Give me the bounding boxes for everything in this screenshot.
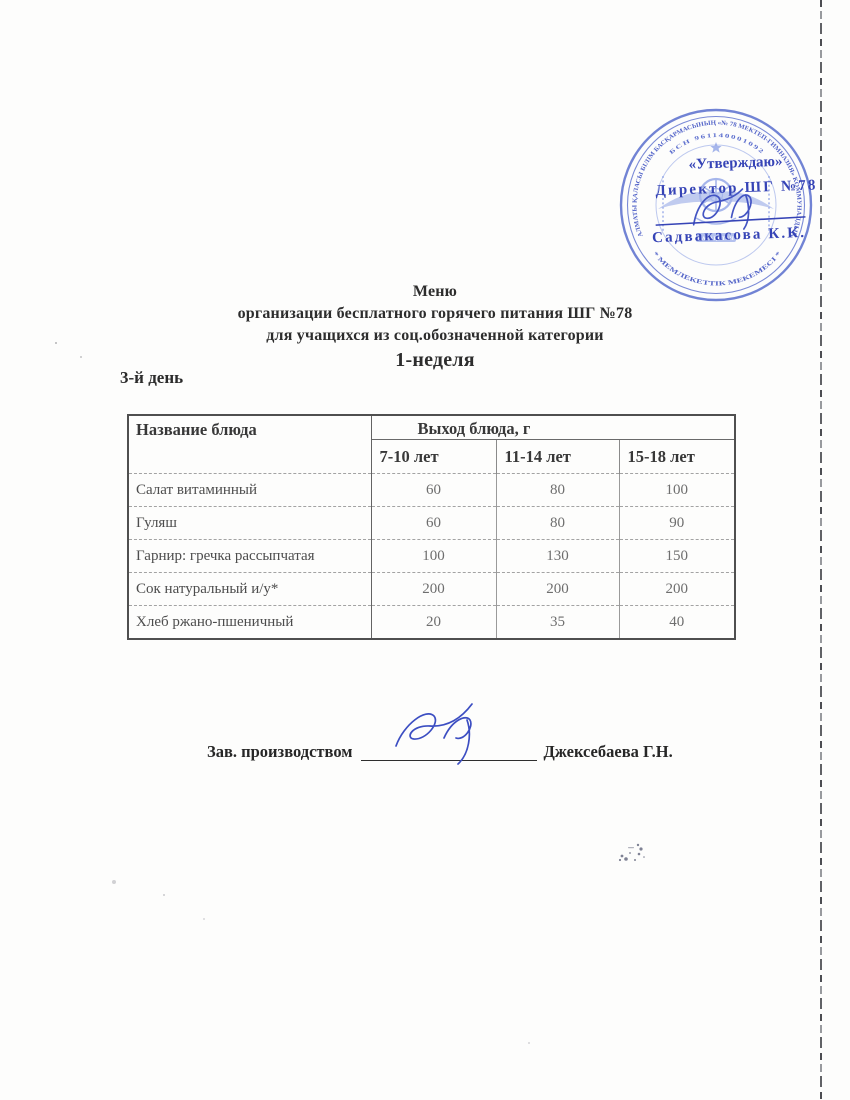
table-row: Салат витаминный 60 80 100 xyxy=(128,473,735,507)
stamp-inner-ring xyxy=(626,115,806,295)
title-line-category: для учащихся из соц.обозначенной категор… xyxy=(266,327,604,344)
portion-cell: 80 xyxy=(495,506,619,540)
ink-smudge-artifact xyxy=(618,843,645,862)
table-row: Гуляш 60 80 90 xyxy=(128,506,735,540)
stamp-signature-line xyxy=(655,216,806,226)
portion-cell: 200 xyxy=(370,572,496,606)
column-header-dish-name: Название блюда xyxy=(128,415,372,474)
scan-edge-artifact xyxy=(820,0,822,1100)
title-week: 1-неделя xyxy=(395,349,475,371)
portion-cell: 200 xyxy=(618,572,735,606)
stamp-approver-name: Садвакасова К.К. xyxy=(652,225,805,246)
column-header-portion-group: Выход блюда, г xyxy=(371,415,735,440)
director-signature-stroke xyxy=(692,188,752,230)
day-label: 3-й день xyxy=(120,368,184,387)
footer-signature-row: Зав. производством Джексебаева Г.Н. xyxy=(207,742,673,762)
stamp-emblem-label: ҚАЗАҚСТАН xyxy=(698,237,735,242)
production-manager-label: Зав. производством xyxy=(207,742,353,761)
portion-cell: 150 xyxy=(618,539,735,573)
portion-cell: 130 xyxy=(495,539,619,573)
title-line-organization: организации бесплатного горячего питания… xyxy=(237,305,633,322)
column-header-age-7-10: 7-10 лет xyxy=(379,446,439,466)
portion-cell: 100 xyxy=(618,473,735,507)
document-title-block: Меню организации бесплатного горячего пи… xyxy=(10,281,850,372)
table-row: Гарнир: гречка рассыпчатая 100 130 150 xyxy=(128,539,735,573)
portion-cell: 100 xyxy=(370,539,496,573)
dish-name-cell: Сок натуральный и/у* xyxy=(128,572,372,606)
school-stamp: ҚАЗАҚСТАН АЛМАТЫ ҚАЛАСЫ БІЛІМ БАСҚАРМАСЫ… xyxy=(619,108,816,302)
portion-cell: 35 xyxy=(495,605,619,639)
portion-cell: 40 xyxy=(618,605,735,639)
table-row: Хлеб ржано-пшеничный 20 35 40 xyxy=(128,605,735,639)
dish-name-cell: Хлеб ржано-пшеничный xyxy=(128,605,372,639)
portion-cell: 60 xyxy=(370,506,496,540)
title-line-menu: Меню xyxy=(412,283,458,300)
dish-name-cell: Гуляш xyxy=(128,506,372,540)
production-manager-signature-stroke xyxy=(395,703,473,765)
portion-cell: 90 xyxy=(618,506,735,540)
signature-underline xyxy=(360,745,537,761)
stamp-outer-ring xyxy=(619,108,813,302)
portion-cell: 20 xyxy=(370,605,496,639)
portion-cell: 80 xyxy=(495,473,619,507)
dish-name-cell: Гарнир: гречка рассыпчатая xyxy=(128,539,372,573)
column-header-age-11-14: 11-14 лет xyxy=(495,439,619,474)
scan-speck xyxy=(55,342,57,344)
production-manager-name: Джексебаева Г.Н. xyxy=(543,742,673,761)
column-header-age-15-18: 15-18 лет xyxy=(618,439,735,474)
portion-cell: 200 xyxy=(495,572,619,606)
stamp-approve-word: «Утверждаю» xyxy=(688,154,782,173)
dish-name-cell: Салат витаминный xyxy=(128,473,372,507)
portion-cell: 60 xyxy=(370,473,496,507)
table-row: Сок натуральный и/у* 200 200 200 xyxy=(128,572,735,606)
stamp-director-line: Директор ШГ №78 xyxy=(655,178,815,200)
menu-table: Название блюда Выход блюда, г 7-10 лет 1… xyxy=(127,414,736,640)
